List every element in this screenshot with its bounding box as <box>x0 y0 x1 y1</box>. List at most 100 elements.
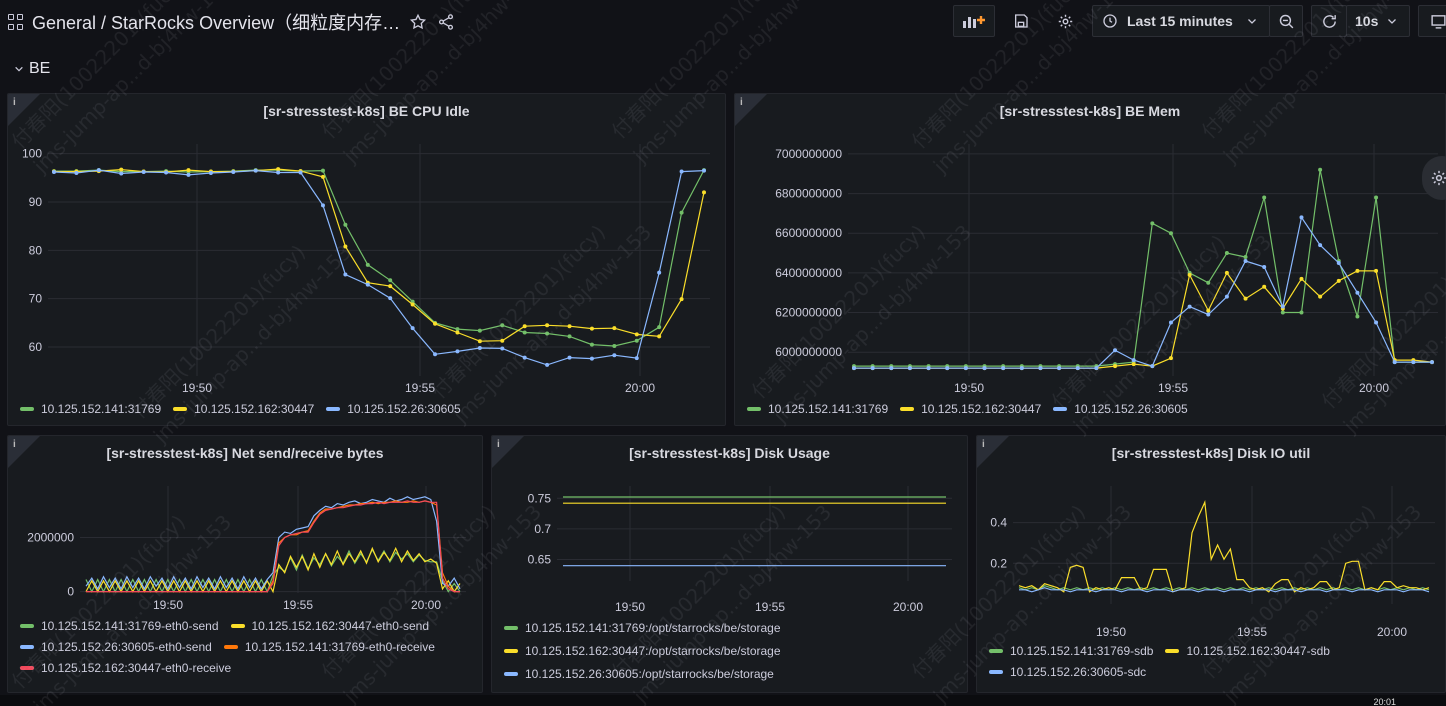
legend-swatch <box>504 626 518 630</box>
y-tick-label: 90 <box>29 195 43 209</box>
legend-item[interactable]: 10.125.152.26:30605-sdc <box>989 665 1146 679</box>
legend-item[interactable]: 10.125.152.26:30605 <box>1053 402 1188 416</box>
zoom-out-button[interactable] <box>1269 5 1303 37</box>
panel-title[interactable]: [sr-stresstest-k8s] Disk Usage <box>629 445 830 461</box>
data-point <box>500 323 505 328</box>
data-point <box>589 326 594 331</box>
share-icon[interactable] <box>436 12 456 32</box>
data-point <box>1038 366 1043 371</box>
y-tick-label: 100 <box>22 147 42 161</box>
panel-title[interactable]: [sr-stresstest-k8s] BE CPU Idle <box>263 103 470 119</box>
clock-icon <box>1103 14 1117 28</box>
x-tick-label: 19:55 <box>405 381 435 395</box>
data-point <box>410 326 415 331</box>
info-icon[interactable]: i <box>740 97 743 108</box>
time-range-picker[interactable]: Last 15 minutes <box>1092 5 1270 37</box>
add-panel-button[interactable] <box>953 5 995 37</box>
series-line-0[interactable] <box>854 169 1432 367</box>
data-point <box>545 331 550 336</box>
data-point <box>702 190 706 195</box>
cpu-idle-chart: 100 90 80 70 60 19:50 19:55 20:00 <box>22 144 710 395</box>
dashboard-settings-button[interactable] <box>1047 5 1083 37</box>
panel-disk-usage: i [sr-stresstest-k8s] Disk Usage 0.75 0.7… <box>491 435 968 693</box>
legend-item[interactable]: 10.125.152.162:30447 <box>173 402 314 416</box>
legend-item[interactable]: 10.125.152.141:31769-sdb <box>989 644 1153 658</box>
info-icon[interactable]: i <box>13 439 16 450</box>
series-line-2[interactable] <box>1019 587 1430 593</box>
legend-label: 10.125.152.141:31769 <box>41 402 162 416</box>
panel-title[interactable]: [sr-stresstest-k8s] BE Mem <box>999 103 1181 119</box>
series-line-0[interactable] <box>85 548 461 594</box>
series-line-1[interactable] <box>85 546 461 594</box>
data-point <box>982 366 987 371</box>
series-line-2[interactable] <box>854 215 1432 369</box>
legend-item[interactable]: 10.125.152.26:30605-eth0-send <box>20 640 212 654</box>
series-line-1[interactable] <box>854 270 1433 369</box>
series-line-0[interactable] <box>1018 585 1430 591</box>
info-icon[interactable]: i <box>497 439 500 450</box>
gear-icon <box>1058 14 1072 28</box>
view-mode-button[interactable] <box>1418 5 1446 37</box>
data-point <box>1057 366 1062 371</box>
legend-item[interactable]: 10.125.152.162:30447 <box>900 402 1041 416</box>
time-range-label: Last 15 minutes <box>1127 13 1233 29</box>
legend-label: 10.125.152.162:30447-eth0-send <box>251 619 430 633</box>
data-point <box>276 167 281 172</box>
legend-item[interactable]: 10.125.152.141:31769 <box>747 402 888 416</box>
data-point <box>567 334 572 339</box>
data-point <box>1243 258 1248 263</box>
x-tick-label: 19:50 <box>954 381 984 395</box>
panel-title[interactable]: [sr-stresstest-k8s] Disk IO util <box>1111 445 1311 461</box>
side-settings-button[interactable] <box>1422 156 1446 200</box>
x-tick-label: 19:50 <box>182 381 212 395</box>
save-icon <box>1015 14 1028 28</box>
dashboard-title[interactable]: General / StarRocks Overview（细粒度内存… <box>32 13 401 33</box>
legend-swatch <box>20 624 34 628</box>
dashboards-grid-icon[interactable] <box>8 14 24 30</box>
panel-title[interactable]: [sr-stresstest-k8s] Net send/receive byt… <box>106 445 384 461</box>
series-line-1[interactable] <box>1018 500 1430 593</box>
data-point <box>1075 366 1080 371</box>
series-line-0[interactable] <box>54 169 705 347</box>
legend-swatch <box>223 645 238 649</box>
legend-item[interactable]: 10.125.152.141:31769 <box>20 402 161 416</box>
legend-item[interactable]: 10.125.152.162:30447-eth0-send <box>230 619 430 633</box>
legend-item[interactable]: 10.125.152.141:31769:/opt/starrocks/be/s… <box>504 621 944 635</box>
legend-item[interactable]: 10.125.152.26:30605 <box>326 402 461 416</box>
data-point <box>1206 280 1211 285</box>
info-icon[interactable]: i <box>982 439 985 450</box>
legend-item[interactable]: 10.125.152.141:31769-eth0-send <box>20 619 219 633</box>
data-point <box>589 342 594 347</box>
series-line-1[interactable] <box>54 168 705 342</box>
series-line-2[interactable] <box>85 496 461 591</box>
refresh-button[interactable] <box>1311 5 1347 37</box>
save-dashboard-button[interactable] <box>1003 5 1039 37</box>
info-icon[interactable]: i <box>13 97 16 108</box>
data-point <box>889 366 894 371</box>
data-point <box>1374 268 1379 273</box>
series-line-2[interactable] <box>53 169 705 366</box>
legend-swatch <box>20 666 34 670</box>
refresh-interval-picker[interactable]: 10s <box>1346 5 1410 37</box>
legend-item[interactable]: 10.125.152.26:30605:/opt/starrocks/be/st… <box>504 667 944 681</box>
series-line-3[interactable] <box>86 500 460 593</box>
legend-label: 10.125.152.26:30605-eth0-send <box>41 640 212 654</box>
data-point <box>907 366 912 371</box>
data-point <box>567 324 572 329</box>
data-point <box>1150 221 1155 226</box>
series-line-4[interactable] <box>86 500 460 593</box>
row-title: BE <box>29 60 51 77</box>
data-point <box>119 167 124 172</box>
legend-item[interactable]: 10.125.152.162:30447:/opt/starrocks/be/s… <box>504 644 944 658</box>
legend-item[interactable]: 10.125.152.162:30447-eth0-receive <box>20 661 231 675</box>
data-point <box>1299 276 1304 281</box>
star-icon[interactable] <box>408 12 428 32</box>
data-point <box>1168 320 1173 325</box>
x-tick-label: 20:00 <box>1377 625 1407 639</box>
row-header-be[interactable]: BE <box>14 60 50 78</box>
legend-label: 10.125.152.141:31769-eth0-send <box>41 619 219 633</box>
chevron-down-icon <box>15 66 23 72</box>
legend-item[interactable]: 10.125.152.162:30447-sdb <box>1165 644 1330 658</box>
legend-item[interactable]: 10.125.152.141:31769-eth0-receive <box>223 640 435 654</box>
data-point <box>320 168 325 173</box>
